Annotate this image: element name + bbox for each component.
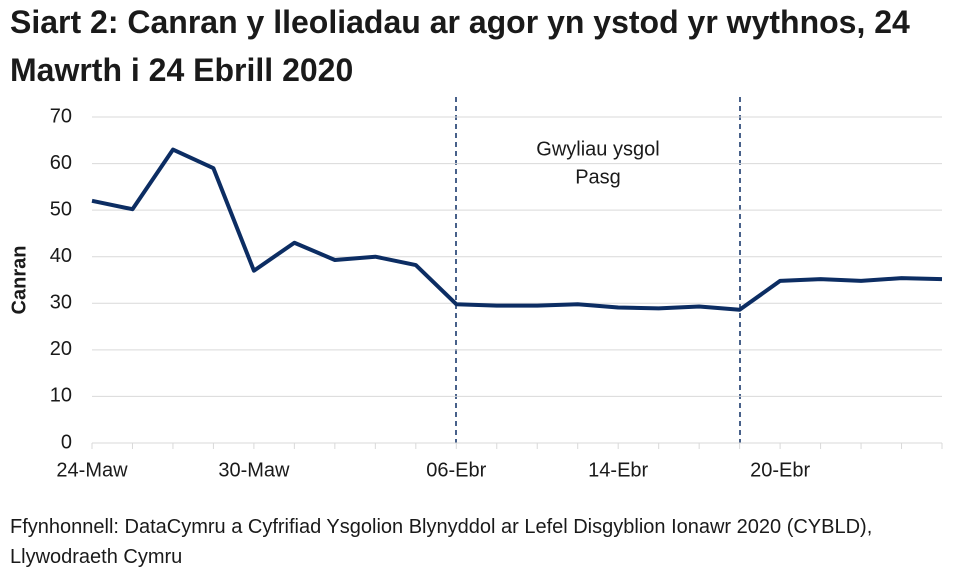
y-tick-label: 40 [50, 245, 72, 267]
annotation: Pasg [575, 166, 621, 188]
x-tick-label: 24-Maw [56, 459, 128, 481]
y-tick-label: 10 [50, 385, 72, 407]
source-note: Ffynhonnell: DataCymru a Cyfrifiad Ysgol… [10, 516, 873, 568]
y-tick-label: 70 [50, 105, 72, 127]
x-tick-label: 20-Ebr [750, 459, 810, 481]
y-tick-label: 30 [50, 292, 72, 314]
x-tick-label: 06-Ebr [426, 459, 486, 481]
y-tick-label: 0 [61, 431, 72, 453]
x-tick-label: 30-Maw [218, 459, 290, 481]
y-tick-label: 20 [50, 338, 72, 360]
x-tick-label: 14-Ebr [588, 459, 648, 481]
annotation: Gwyliau ysgol [536, 138, 659, 160]
chart-title: Siart 2: Canran y lleoliadau ar agor yn … [10, 4, 910, 88]
y-tick-label: 60 [50, 152, 72, 174]
y-tick-label: 50 [50, 198, 72, 220]
data-line [91, 147, 943, 312]
y-axis-label: Canran [8, 246, 30, 315]
